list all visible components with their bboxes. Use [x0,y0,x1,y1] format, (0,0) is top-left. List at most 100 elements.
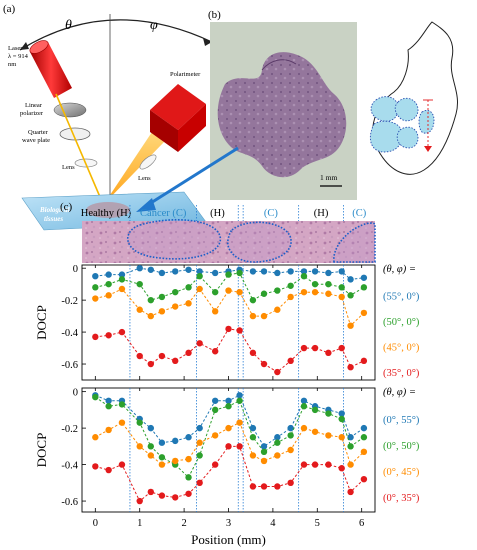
data-point [211,397,219,404]
series-line [95,272,365,301]
data-point [300,424,308,432]
plot-frame [81,264,376,381]
data-point [136,352,143,360]
histology-strip [82,221,375,263]
data-point [105,271,112,278]
data-point [196,439,203,446]
data-point [360,284,368,291]
data-point [338,284,345,291]
data-point [236,443,243,450]
y-tick-label: -0.2 [61,424,78,435]
y-tick-label: -0.2 [61,296,78,307]
data-point [249,424,257,432]
tissue-label-2: tissues [44,215,63,223]
arc-arrow-left [20,42,29,50]
tissue-label-1: Biological [39,206,70,214]
data-point [311,280,319,288]
data-point [118,461,126,468]
region-label: Cancer (C) [140,208,187,219]
data-point [338,293,345,301]
data-point [185,349,192,357]
polarimeter-icon [150,84,206,152]
data-point [118,401,126,408]
y-tick-label: -0.4 [61,328,78,339]
angle-arc [19,19,213,51]
data-point [236,397,243,404]
data-point [185,455,192,463]
lens-right-label: Lens [138,175,151,182]
data-point [360,475,368,483]
data-point [225,403,232,410]
y-tick-label: -0.6 [61,360,78,371]
panel-a-label: (a) [3,3,16,15]
data-point [225,271,232,278]
data-point [287,293,294,301]
data-point [287,282,294,289]
data-point [249,349,257,357]
x-axis-label: Position (mm) [191,532,266,547]
data-point [274,483,281,490]
data-point [105,426,112,434]
legend-header: (θ, φ) = [383,387,416,398]
data-point [249,483,257,490]
data-point [92,434,99,441]
data-point [260,448,268,456]
data-point [360,309,368,317]
data-point [136,280,143,288]
data-point [249,434,257,441]
data-point [260,360,268,368]
data-point [172,357,179,365]
data-point [311,428,319,435]
data-point [92,295,99,302]
data-point [287,268,294,275]
data-point [185,490,192,497]
data-point [325,280,332,288]
y-axis-label: DOCP [34,305,49,340]
tissue-sample [86,202,130,218]
panel-b: (b) 1 mm [136,9,458,212]
phi-symbol: φ [150,18,158,33]
cancer-outline [333,222,376,263]
data-point [185,266,192,273]
data-point [211,288,219,296]
data-point [325,349,332,357]
data-point [147,424,155,432]
data-point [274,452,281,459]
data-point [225,325,232,333]
panel-c-label: (c) [60,201,73,213]
data-point [274,287,281,294]
lens-right-icon [139,154,157,170]
data-point [338,344,345,352]
incoming-beam [55,93,104,205]
data-point [360,424,368,432]
chart-top: 0 -0.2 -0.4 -0.6 DOCP (55°, 0°) (50°, 0°) (45°,… [34,264,420,381]
data-point [236,288,243,296]
strip-overlays [127,219,376,263]
data-point [325,432,332,439]
data-point [300,344,308,352]
data-point [225,287,232,294]
x-tick-label: 2 [181,518,186,529]
data-point [347,488,354,496]
data-point [311,344,319,352]
series-line [95,445,365,502]
data-point [136,443,143,450]
y-tick-label: -0.6 [61,497,78,508]
series-line [95,267,364,280]
data-point [236,419,243,426]
data-point [92,284,99,291]
data-point [185,300,192,307]
qwp-label-1: Quarter [28,129,49,136]
data-point [249,312,257,320]
data-point [136,264,143,272]
data-point [196,285,203,293]
tissue-outline [372,21,458,175]
data-point [158,293,166,301]
data-point [118,276,126,283]
blue-arrow [145,146,239,208]
cancer-outline [127,219,222,260]
x-tick-label: 3 [226,518,231,529]
data-point [92,393,99,401]
data-point [136,306,143,313]
data-point [196,272,203,280]
